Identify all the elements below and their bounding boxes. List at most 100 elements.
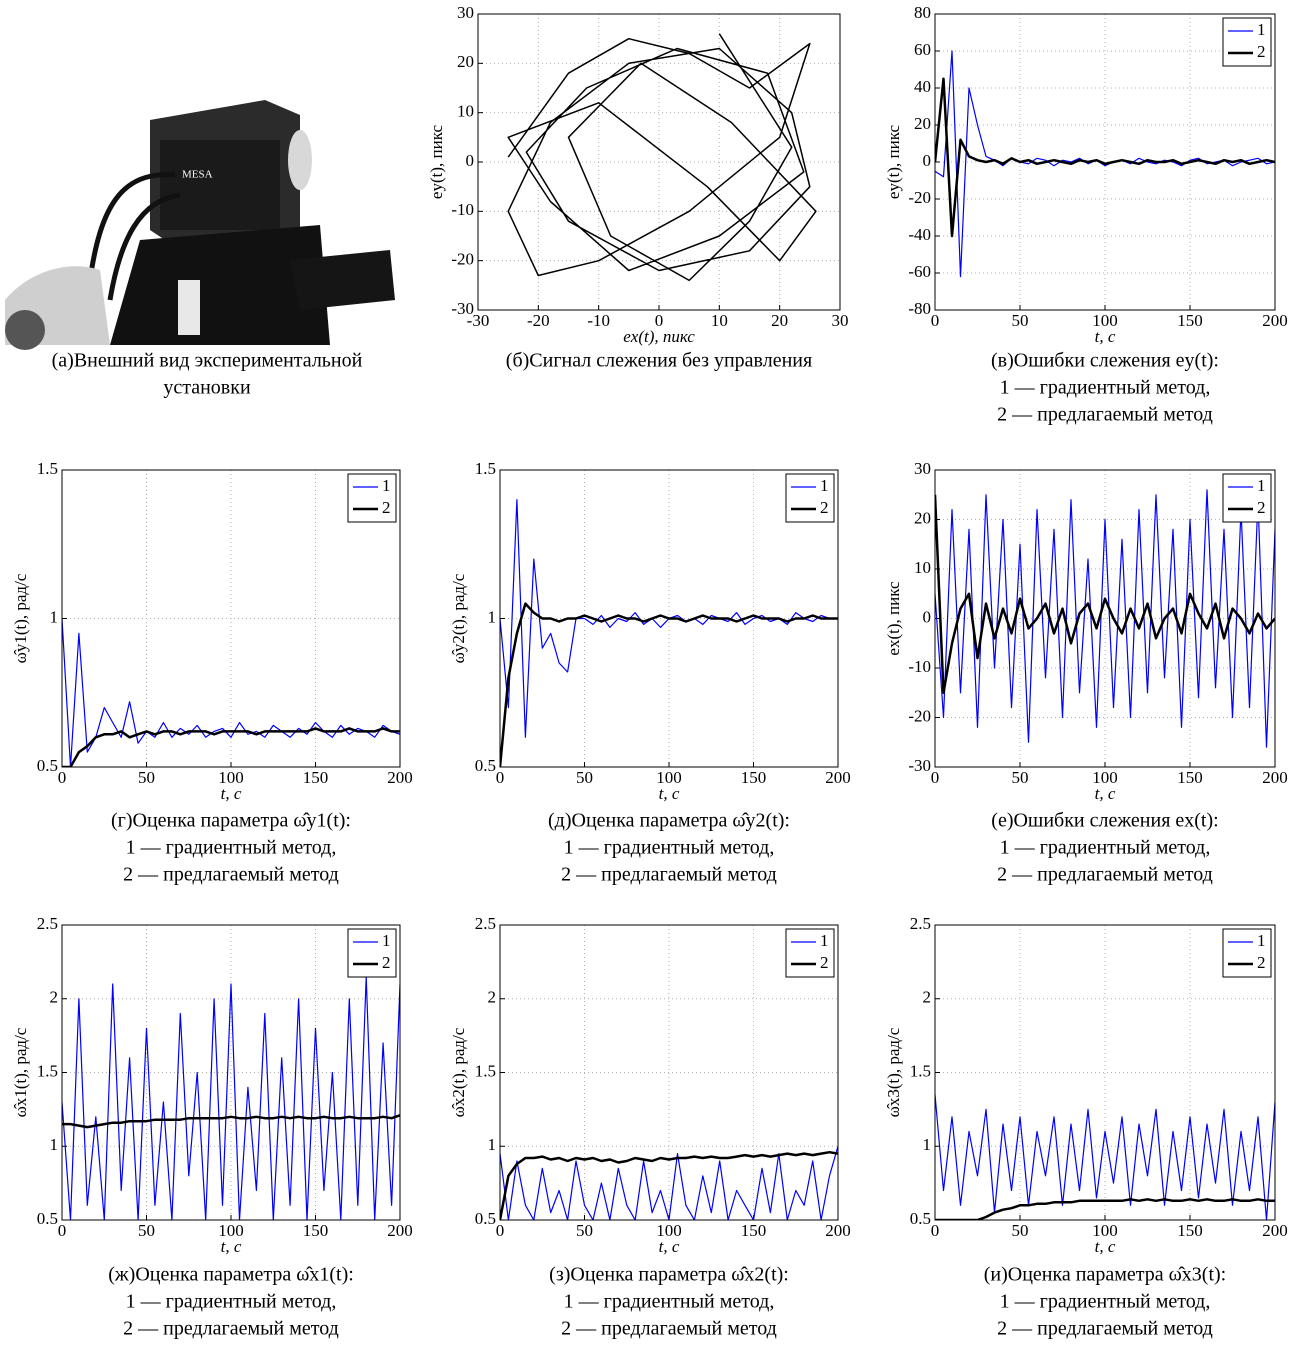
x-tick-label: 20 (771, 311, 788, 330)
data-line (62, 727, 400, 767)
data-line (935, 1198, 1275, 1220)
caption: (и)Оценка параметра ω̂x3(t): (984, 1264, 1227, 1286)
panel: 0 50 100 150 200 -80 -60 -40 -20 0 20 40 60 80 1 2 t, с e… (884, 3, 1288, 426)
y-tick-label: 20 (914, 114, 931, 133)
y-tick-label: 0 (466, 151, 475, 170)
y-tick-label: 1 (488, 607, 497, 626)
x-tick-label: 50 (1012, 768, 1029, 787)
y-tick-label: 10 (914, 558, 931, 577)
x-axis-label: t, с (1095, 784, 1116, 803)
y-tick-label: -30 (451, 299, 474, 318)
y-tick-label: -20 (908, 188, 931, 207)
panel: -30 -20 -10 0 10 20 30 -30 -20 -10 0 10 20 30 ex(t), п… (427, 3, 849, 372)
x-tick-label: -20 (527, 311, 550, 330)
y-tick-label: 1 (923, 1135, 932, 1154)
x-tick-label: 50 (576, 1221, 593, 1240)
legend-label: 2 (382, 498, 391, 517)
y-tick-label: 60 (914, 40, 931, 59)
y-axis-label: ey(t), пикс (427, 124, 446, 199)
y-tick-label: 0.5 (475, 756, 496, 775)
x-tick-label: 100 (218, 768, 244, 787)
x-tick-label: 0 (496, 1221, 505, 1240)
y-tick-label: -80 (908, 299, 931, 318)
y-tick-label: -30 (908, 756, 931, 775)
x-tick-label: 150 (1177, 1221, 1203, 1240)
y-tick-label: 0 (923, 607, 932, 626)
x-tick-label: 100 (218, 1221, 244, 1240)
x-tick-label: 0 (58, 768, 67, 787)
x-tick-label: 100 (656, 1221, 682, 1240)
data-line (500, 1150, 838, 1220)
x-tick-label: 0 (931, 311, 940, 330)
x-tick-label: 10 (711, 311, 728, 330)
caption: (з)Оценка параметра ω̂x2(t): (549, 1264, 789, 1286)
caption: 2 — предлагаемый метод (997, 1318, 1213, 1340)
legend-label: 1 (1257, 476, 1266, 495)
y-tick-label: -60 (908, 262, 931, 281)
y-tick-label: -20 (451, 250, 474, 269)
legend-box (1222, 17, 1272, 67)
caption: (б)Сигнал слежения без управления (506, 350, 812, 372)
x-tick-label: 150 (1177, 311, 1203, 330)
y-tick-label: 10 (457, 102, 474, 121)
y-axis-label: ω̂x1(t), рад/с (11, 1027, 30, 1117)
caption: (д)Оценка параметра ω̂y2(t): (548, 810, 790, 832)
y-tick-label: 0.5 (475, 1209, 496, 1228)
x-axis-label: t, с (659, 1237, 680, 1256)
caption: 1 — градиентный метод, (126, 837, 337, 859)
data-line (935, 77, 1275, 238)
x-tick-label: 150 (303, 1221, 329, 1240)
y-tick-label: 0.5 (910, 1209, 931, 1228)
legend-label: 2 (382, 953, 391, 972)
legend-label: 1 (382, 931, 391, 950)
y-axis-label: ω̂y2(t), рад/с (449, 573, 468, 663)
y-tick-label: -20 (908, 706, 931, 725)
legend-box (785, 928, 835, 978)
x-tick-label: 200 (825, 768, 851, 787)
y-axis-label: ω̂x2(t), рад/с (449, 1027, 468, 1117)
caption: 2 — предлагаемый метод (997, 864, 1213, 886)
caption: 1 — градиентный метод, (1000, 1291, 1211, 1313)
x-tick-label: 100 (1092, 311, 1118, 330)
x-tick-label: 50 (576, 768, 593, 787)
legend-box (347, 928, 397, 978)
x-tick-label: 0 (58, 1221, 67, 1240)
y-tick-label: -10 (908, 657, 931, 676)
x-tick-label: 200 (825, 1221, 851, 1240)
data-line (500, 1146, 838, 1220)
axes-frame (61, 469, 401, 768)
x-axis-label: t, с (1095, 327, 1116, 346)
x-tick-label: 200 (387, 768, 413, 787)
caption: 2 — предлагаемый метод (123, 864, 339, 886)
x-tick-label: 0 (931, 768, 940, 787)
y-axis-label: ω̂x3(t), рад/с (884, 1027, 903, 1117)
caption: 1 — градиентный метод, (1000, 377, 1211, 399)
caption: (е)Ошибки слежения ex(t): (991, 810, 1218, 832)
caption: (в)Ошибки слежения ey(t): (991, 350, 1219, 372)
x-tick-label: 0 (655, 311, 664, 330)
y-tick-label: -10 (451, 200, 474, 219)
y-tick-label: 1.5 (910, 1061, 931, 1080)
x-axis-label: ex(t), пикс (623, 327, 695, 346)
photo: MESA (5, 5, 410, 350)
y-tick-label: 30 (914, 459, 931, 478)
photo-label: MESA (182, 169, 213, 181)
x-axis-label: t, с (221, 784, 242, 803)
x-tick-label: 200 (387, 1221, 413, 1240)
axes-frame (934, 13, 1276, 311)
axes-frame (477, 13, 841, 311)
caption: (г)Оценка параметра ω̂y1(t): (111, 810, 351, 832)
y-tick-label: 1.5 (475, 459, 496, 478)
legend-label: 1 (382, 476, 391, 495)
panel: 0 50 100 150 200 0.5 1 1.5 2 2.5 1 2 t, с ω̂x2(t), ра… (449, 914, 851, 1340)
legend-label: 2 (820, 498, 829, 517)
caption: 1 — градиентный метод, (1000, 837, 1211, 859)
caption: 1 — градиентный метод, (564, 837, 775, 859)
x-tick-label: 200 (1262, 768, 1288, 787)
y-tick-label: 80 (914, 3, 931, 22)
x-tick-label: 50 (138, 1221, 155, 1240)
axes-frame (934, 469, 1276, 768)
x-tick-label: 100 (656, 768, 682, 787)
data-line (500, 602, 838, 767)
